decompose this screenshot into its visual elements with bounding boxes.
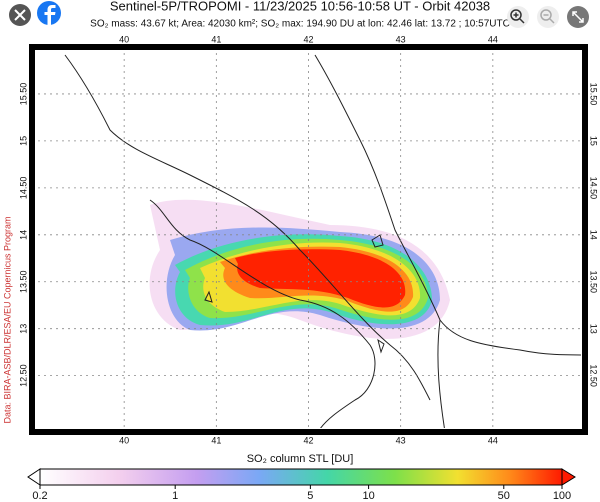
lat-label: 13 [18,324,28,334]
lon-label: 40 [119,34,129,44]
zoom-in-button[interactable] [507,6,529,28]
plume [149,199,450,339]
colorbar-tick-label: 10 [362,490,374,502]
colorbar-tick-label: 50 [498,490,510,502]
colorbar-tick-label: 1 [172,490,178,502]
lat-label: 13.50 [18,270,28,293]
lat-label: 12.50 [18,364,28,387]
lat-label: 14 [18,230,28,240]
zoom-out-button[interactable] [537,6,559,28]
lat-label: 14 [589,230,599,240]
lat-label: 14.50 [589,177,599,200]
lat-label: 15 [18,136,28,146]
graticule [32,47,585,432]
colorbar-over [561,468,576,486]
subtitle: SO₂ mass: 43.67 kt; Area: 42030 km²; SO₂… [90,19,510,30]
coastlines [64,54,581,428]
lon-label: 41 [211,435,221,445]
close-icon [14,9,26,21]
colorbar-under [27,468,41,486]
lat-label: 15.50 [18,83,28,106]
facebook-icon [44,5,56,25]
lon-label: 43 [396,435,406,445]
lat-label: 14.50 [18,177,28,200]
lon-label: 43 [396,34,406,44]
title: Sentinel-5P/TROPOMI - 11/23/2025 10:56-1… [110,0,490,13]
colorbar-tick-label: 100 [553,490,571,502]
lon-label: 40 [119,435,129,445]
colorbar [39,468,563,486]
colorbar-tick-label: 5 [307,490,313,502]
colorbar-tick-label: 0.2 [32,490,47,502]
lat-label: 13.50 [589,270,599,293]
lon-label: 44 [488,435,498,445]
colorbar-label: SO₂ column STL [DU] [247,453,354,465]
lat-label: 15 [589,136,599,146]
lon-label: 44 [488,34,498,44]
map-frame [29,44,588,435]
lon-label: 42 [303,435,313,445]
lon-label: 42 [303,34,313,44]
credit: Data: BIRA-ASB/DLR/ESA/EU Copernicus Pro… [2,216,12,423]
lat-label: 13 [589,324,599,334]
lon-label: 41 [211,34,221,44]
lat-label: 12.50 [589,364,599,387]
lat-label: 15.50 [589,83,599,106]
